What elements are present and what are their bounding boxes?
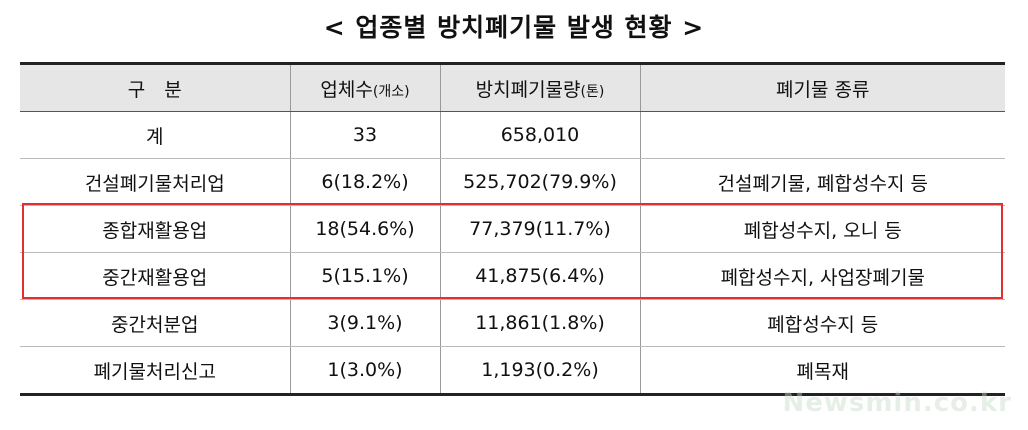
table-cell: 폐합성수지, 사업장폐기물 xyxy=(639,252,1005,300)
table-cell xyxy=(639,111,1005,159)
table-row: 중간재활용업 5(15.1%) 41,875(6.4%) 폐합성수지, 사업장폐기물 xyxy=(20,252,1005,300)
table-cell: 33 xyxy=(289,111,441,159)
column-header: 방치폐기물량(톤) xyxy=(439,62,641,112)
column-header-text: 방치폐기물량 xyxy=(475,78,581,101)
table-cell: 11,861(1.8%) xyxy=(439,299,641,347)
table-cell: 건설폐기물처리업 xyxy=(20,158,291,206)
table-cell: 폐합성수지 등 xyxy=(639,299,1005,347)
column-header-text: 업체수 xyxy=(320,78,373,101)
table-cell: 종합재활용업 xyxy=(20,205,291,253)
column-header: 업체수(개소) xyxy=(289,62,441,112)
waste-table: 구 분 업체수(개소) 방치폐기물량(톤) 폐기물 종류 계 33 658,010 건설폐기… xyxy=(20,62,1005,396)
table-row: 종합재활용업 18(54.6%) 77,379(11.7%) 폐합성수지, 오니 등 xyxy=(20,205,1005,253)
table-cell: 658,010 xyxy=(439,111,641,159)
table-cell: 폐기물처리신고 xyxy=(20,346,291,396)
table-cell: 18(54.6%) xyxy=(289,205,441,253)
title: < 업종별 방치폐기물 발생 현황 > xyxy=(323,13,705,42)
column-header-unit: (톤) xyxy=(580,83,605,100)
header-row: 구 분 업체수(개소) 방치폐기물량(톤) 폐기물 종류 xyxy=(20,62,1005,112)
table-cell: 건설폐기물, 폐합성수지 등 xyxy=(639,158,1005,206)
table-cell: 41,875(6.4%) xyxy=(439,252,641,300)
table-cell: 6(18.2%) xyxy=(289,158,441,206)
table-cell: 1,193(0.2%) xyxy=(439,346,641,396)
table-cell: 폐목재 xyxy=(639,346,1005,396)
table-cell: 525,702(79.9%) xyxy=(439,158,641,206)
column-header: 폐기물 종류 xyxy=(639,62,1005,112)
table-row: 폐기물처리신고 1(3.0%) 1,193(0.2%) 폐목재 xyxy=(20,346,1005,396)
table-row: 중간처분업 3(9.1%) 11,861(1.8%) 폐합성수지 등 xyxy=(20,299,1005,347)
column-header-text: 구 분 xyxy=(127,78,182,101)
table-row: 계 33 658,010 xyxy=(20,111,1005,159)
column-header: 구 분 xyxy=(20,62,291,112)
table-cell: 폐합성수지, 오니 등 xyxy=(639,205,1005,253)
watermark: Newsmin.co.kr xyxy=(782,388,1012,418)
table-cell: 1(3.0%) xyxy=(289,346,441,396)
table-cell: 중간처분업 xyxy=(20,299,291,347)
table-body: 계 33 658,010 건설폐기물처리업 6(18.2%) 525,702(79.9%)… xyxy=(20,111,1005,396)
table-cell: 5(15.1%) xyxy=(289,252,441,300)
table-cell: 중간재활용업 xyxy=(20,252,291,300)
column-header-unit: (개소) xyxy=(372,83,410,100)
table-cell: 77,379(11.7%) xyxy=(439,205,641,253)
table-cell: 계 xyxy=(20,111,291,159)
column-header-text: 폐기물 종류 xyxy=(776,78,870,101)
table-cell: 3(9.1%) xyxy=(289,299,441,347)
table-row: 건설폐기물처리업 6(18.2%) 525,702(79.9%) 건설폐기물, 폐합성… xyxy=(20,158,1005,206)
